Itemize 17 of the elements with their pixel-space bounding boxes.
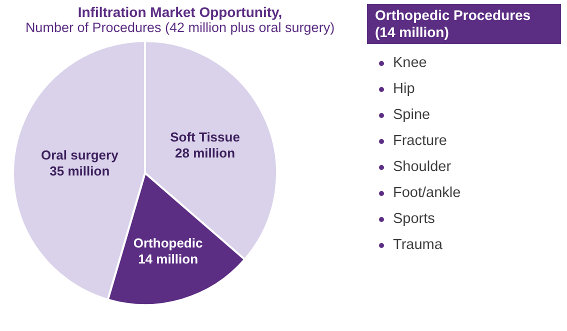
text: Trauma — [393, 237, 442, 253]
data-label: 14 million — [138, 252, 198, 267]
chart-subtitle: Number of Procedures (42 million plus oral surgery) — [24, 20, 336, 35]
slice-label: Orthopedic — [133, 236, 203, 251]
text: Spine — [393, 107, 430, 123]
text: Fracture — [393, 133, 447, 149]
slice-label: Oral surgery — [41, 148, 120, 163]
slice-label: Soft Tissue — [170, 130, 240, 145]
data-label: 28 million — [175, 146, 236, 161]
chart-title: Infiltration Market Opportunity, — [76, 4, 284, 20]
text: Knee — [393, 55, 427, 71]
text: Foot/ankle — [393, 185, 461, 201]
data-label: 35 million — [50, 164, 110, 179]
text: Hip — [393, 81, 415, 97]
text: Shoulder — [393, 159, 452, 175]
text: Orthopedic Procedures (14 million) — [367, 4, 561, 44]
text: Sports — [393, 211, 435, 227]
